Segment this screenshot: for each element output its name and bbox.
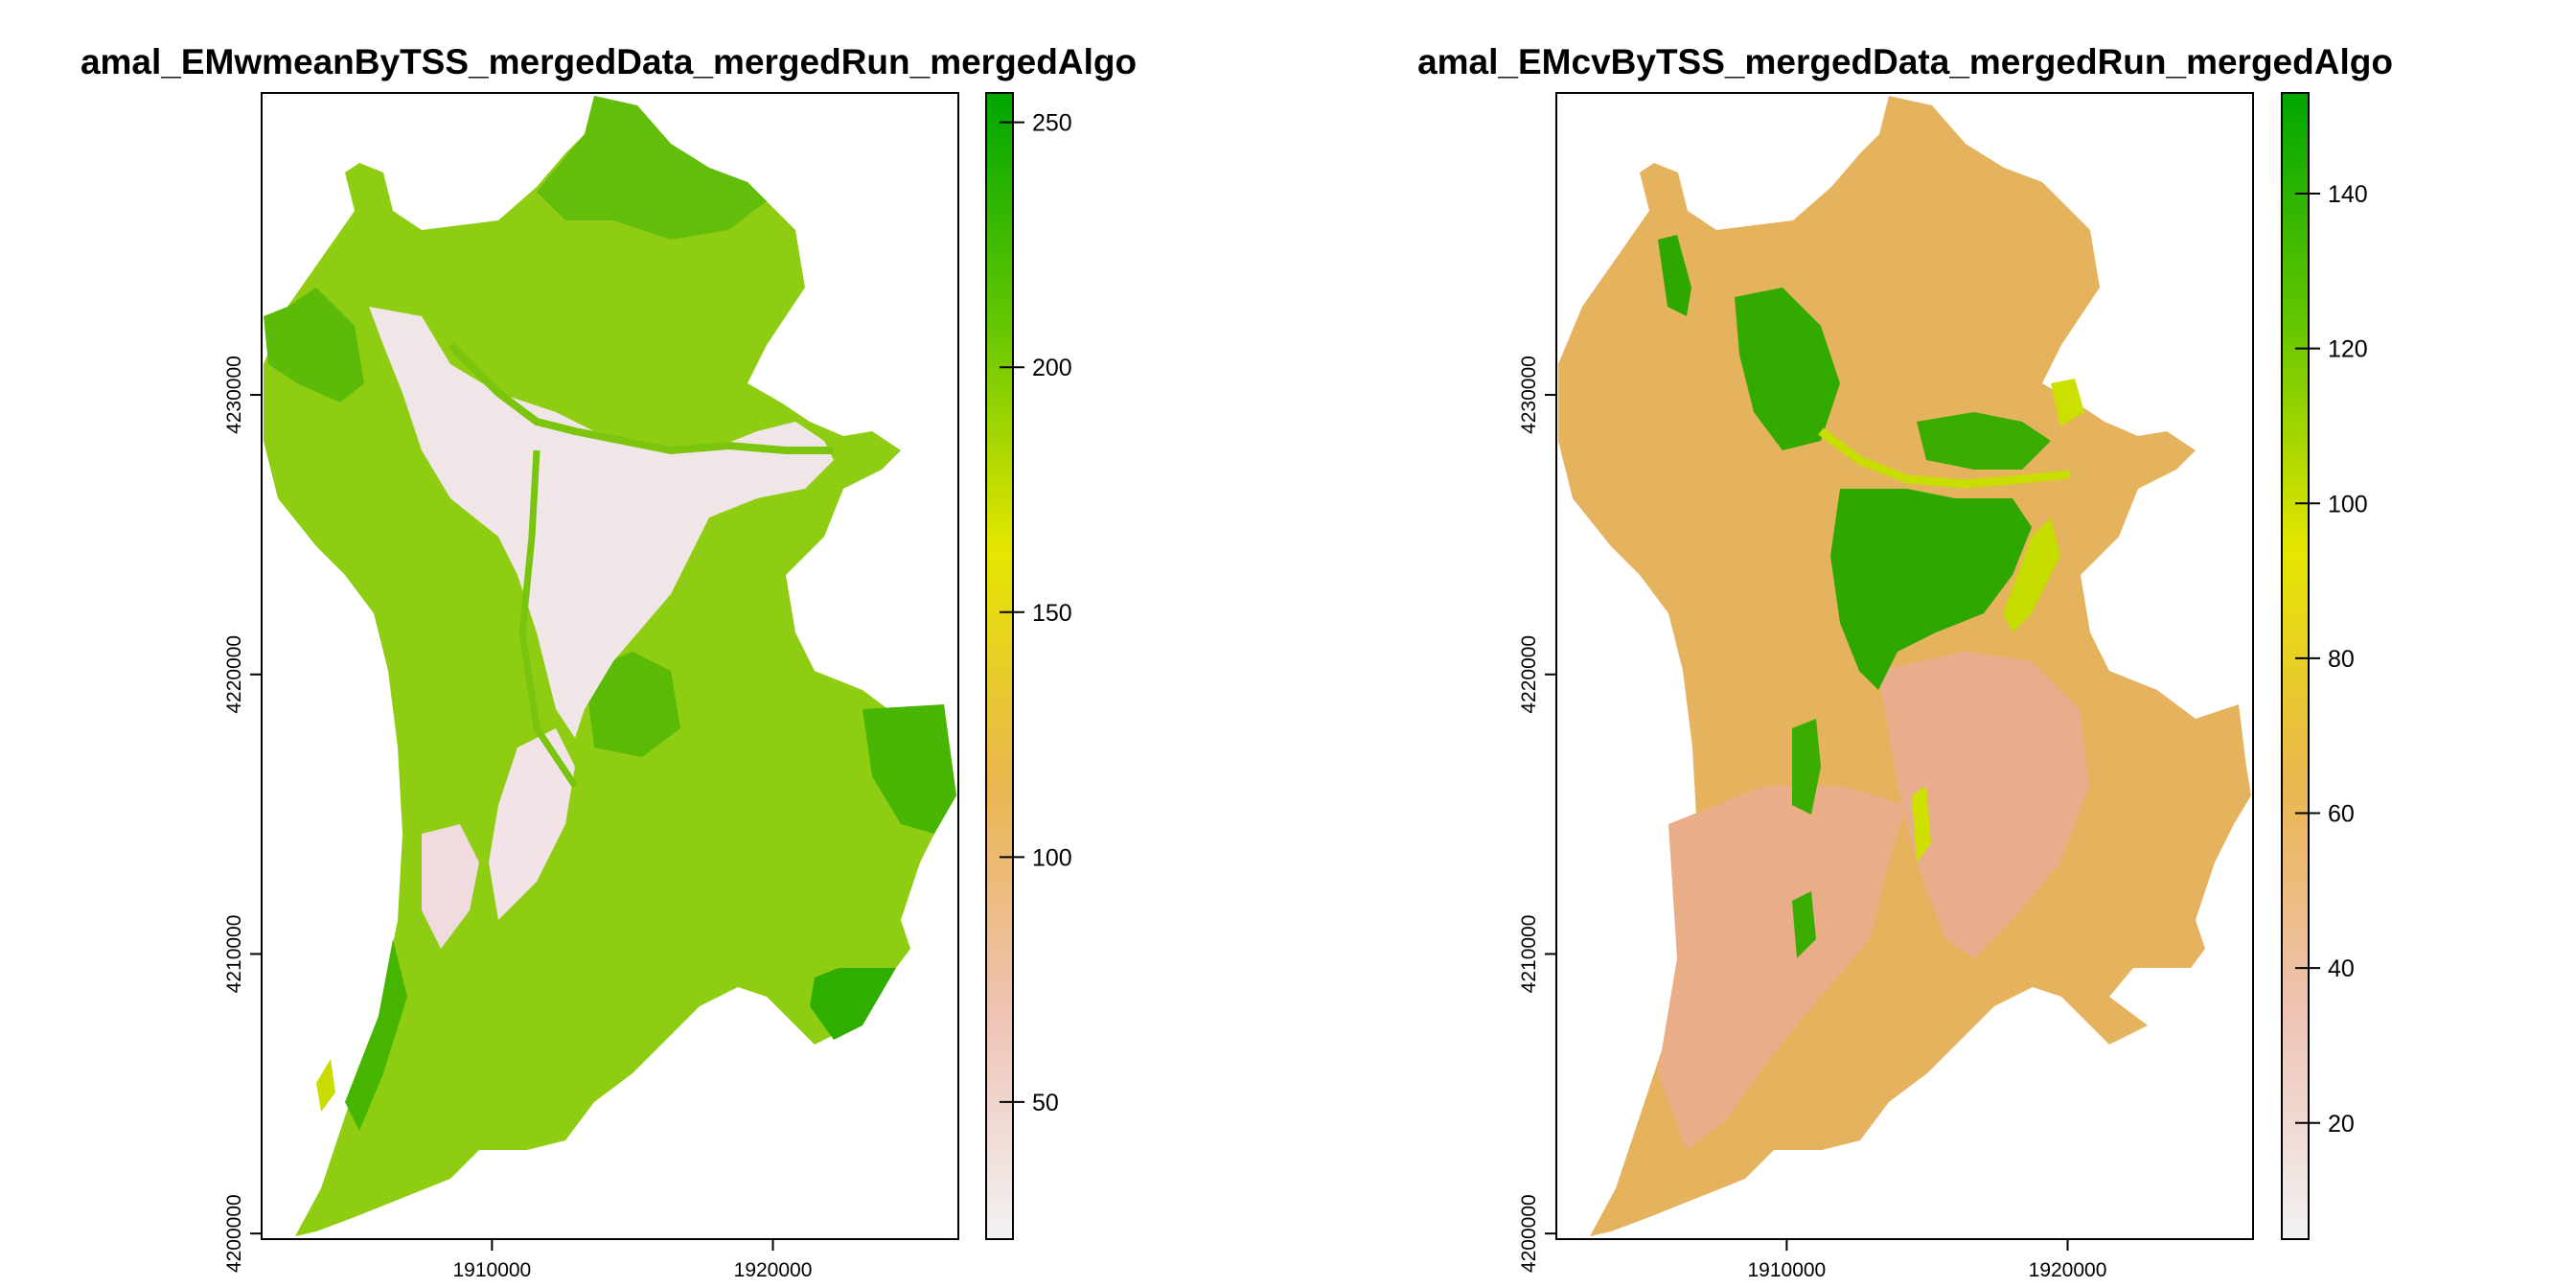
legend-ticks: 50 100 150 200 250: [1000, 110, 1072, 1116]
region-mountain-north: [537, 96, 767, 240]
legend-tick-label: 80: [2328, 646, 2355, 673]
region-salmon-center: [1878, 652, 2089, 958]
color-legend: 20 40 60 80 100 120 140: [2281, 92, 2368, 1240]
map-frame: [1555, 92, 2254, 1240]
y-tick-label: 4230000: [223, 356, 245, 434]
panel-title: amal_EMwmeanByTSS_mergedData_mergedRun_m…: [80, 42, 1137, 81]
legend-bar: [985, 92, 1014, 1240]
region-yellow-east: [2003, 518, 2060, 632]
region-central-patch: [585, 652, 680, 757]
region-high-cv-northeast: [1917, 412, 2051, 470]
raster-map: [1558, 96, 2251, 1236]
legend-tick-label: 100: [1032, 844, 1072, 871]
river-channel-south: [518, 449, 578, 788]
region-salmon-south: [1658, 786, 1907, 1150]
x-tick-label: 1920000: [2029, 1259, 2107, 1281]
x-tick-label: 1910000: [452, 1259, 531, 1281]
legend-ticks: 20 40 60 80 100 120 140: [2295, 181, 2368, 1138]
legend-tick-label: 20: [2328, 1111, 2355, 1138]
region-dark-edge-west: [345, 939, 407, 1131]
y-tick-label: 4210000: [223, 915, 245, 994]
region-urban-valley: [369, 307, 834, 738]
region-yellow-south: [1912, 786, 1931, 862]
legend-tick-label: 50: [1032, 1090, 1059, 1116]
y-tick-label: 4220000: [223, 635, 245, 714]
y-tick-label: 4230000: [1518, 356, 1540, 434]
axes: 1910000 1920000 4200000 4210000 4220000 42300…: [1518, 356, 2106, 1281]
legend-tick-label: 150: [1032, 600, 1072, 627]
y-tick-label: 4220000: [1518, 635, 1540, 714]
region-mountain-east: [862, 704, 956, 834]
region-yellow-northeast: [2051, 379, 2084, 426]
map-frame: [261, 92, 959, 1240]
region-urban-south: [489, 728, 575, 920]
region-high-cv-north: [1735, 288, 1840, 450]
legend-tick-label: 250: [1032, 110, 1072, 137]
panel-title: amal_EMcvByTSS_mergedData_mergedRun_merg…: [1417, 42, 2393, 81]
axes: 1910000 1920000 4200000 4210000 4220000 42300…: [223, 356, 812, 1281]
river-channel: [448, 342, 834, 455]
region-high-cv-core: [1830, 489, 2032, 690]
color-legend: 50 100 150 200 250: [985, 92, 1072, 1240]
legend-bar: [2281, 92, 2310, 1240]
y-tick-label: 4200000: [223, 1194, 245, 1273]
region-mountain-west: [264, 288, 364, 402]
region-high-cv-south2: [1792, 891, 1816, 958]
panel-wmean: amal_EMwmeanByTSS_mergedData_mergedRun_m…: [80, 42, 1137, 1281]
legend-tick-label: 120: [2328, 336, 2368, 363]
y-tick-label: 4210000: [1518, 915, 1540, 994]
raster-map: [264, 96, 956, 1236]
legend-tick-label: 100: [2328, 491, 2368, 518]
region-yellow-edge: [316, 1059, 335, 1112]
legend-tick-label: 140: [2328, 181, 2368, 208]
legend-tick-label: 60: [2328, 801, 2355, 828]
panel-cv: amal_EMcvByTSS_mergedData_mergedRun_merg…: [1417, 42, 2393, 1281]
y-tick-label: 4200000: [1518, 1194, 1540, 1273]
region-high-cv-south: [1792, 719, 1821, 815]
region-yellow-river: [1818, 427, 2071, 489]
x-tick-label: 1920000: [734, 1259, 813, 1281]
x-tick-label: 1910000: [1747, 1259, 1826, 1281]
region-urban-southwest: [422, 824, 479, 949]
region-mountain-southeast: [810, 968, 896, 1040]
legend-tick-label: 200: [1032, 355, 1072, 381]
region-high-cv-west: [1658, 235, 1691, 316]
legend-tick-label: 40: [2328, 955, 2355, 982]
